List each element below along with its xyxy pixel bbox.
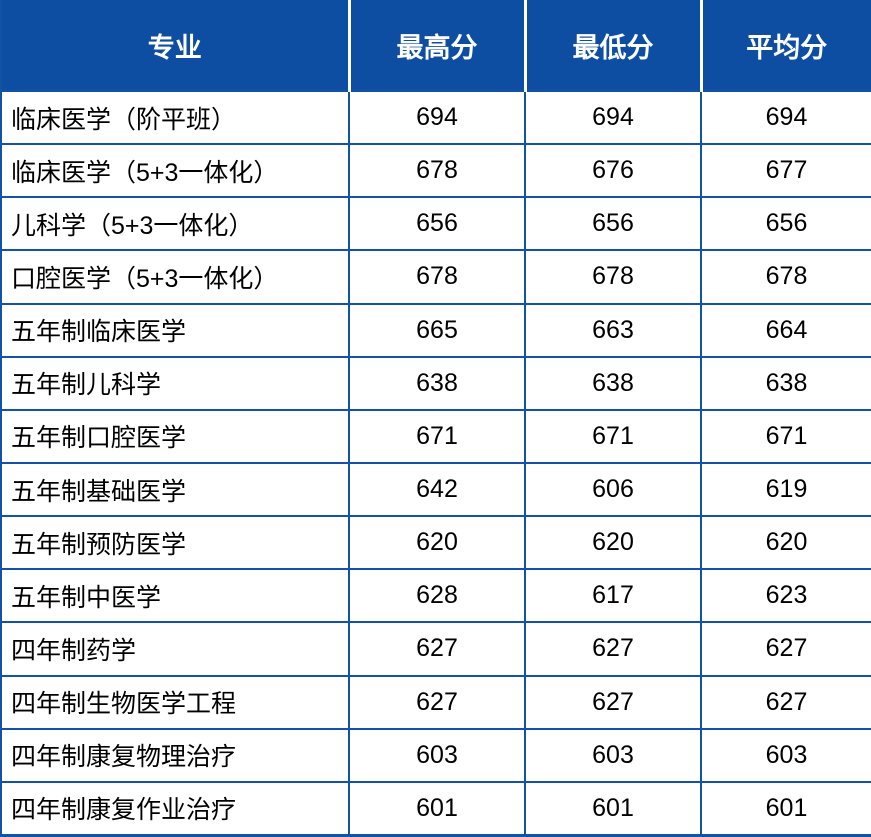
max-score-cell: 642 (348, 461, 526, 518)
major-cell: 口腔医学（5+3一体化） (0, 249, 350, 305)
max-score-cell: 678 (348, 143, 526, 199)
major-cell: 五年制基础医学 (0, 461, 350, 518)
min-score-cell: 638 (524, 355, 702, 411)
min-score-cell: 656 (524, 196, 702, 252)
table-row: 五年制口腔医学 671 671 671 (0, 408, 871, 464)
avg-score-cell: 601 (700, 780, 871, 837)
major-cell: 五年制中医学 (0, 568, 350, 624)
min-score-cell: 627 (524, 674, 702, 730)
min-score-cell: 606 (524, 461, 702, 518)
min-score-cell: 627 (524, 621, 702, 677)
major-cell: 儿科学（5+3一体化） (0, 196, 350, 252)
major-cell: 四年制康复物理治疗 (0, 727, 350, 783)
avg-score-cell: 671 (700, 408, 871, 464)
max-score-cell: 671 (348, 408, 526, 464)
avg-score-cell: 623 (700, 568, 871, 624)
major-cell: 五年制儿科学 (0, 355, 350, 411)
min-score-cell: 678 (524, 249, 702, 305)
header-cell-avg-score: 平均分 (699, 0, 871, 91)
max-score-cell: 638 (348, 355, 526, 411)
max-score-cell: 627 (348, 674, 526, 730)
avg-score-cell: 619 (700, 461, 871, 518)
major-cell: 四年制药学 (0, 621, 350, 677)
max-score-cell: 678 (348, 249, 526, 305)
major-cell: 五年制临床医学 (0, 302, 350, 358)
table-row: 四年制康复物理治疗 603 603 603 (0, 727, 871, 783)
header-cell-major: 专业 (1, 0, 349, 91)
avg-score-cell: 620 (700, 515, 871, 571)
header-cell-min-score: 最低分 (523, 0, 701, 91)
max-score-cell: 627 (348, 621, 526, 677)
min-score-cell: 603 (524, 727, 702, 783)
max-score-cell: 656 (348, 196, 526, 252)
table-row: 四年制生物医学工程 627 627 627 (0, 674, 871, 730)
table-header-row: 专业 最高分 最低分 平均分 (1, 0, 871, 91)
table-row: 五年制中医学 628 617 623 (0, 568, 871, 624)
min-score-cell: 620 (524, 515, 702, 571)
max-score-cell: 665 (348, 302, 526, 358)
major-cell: 五年制预防医学 (0, 515, 350, 571)
min-score-cell: 676 (524, 143, 702, 199)
min-score-cell: 617 (524, 568, 702, 624)
avg-score-cell: 627 (700, 674, 871, 730)
min-score-cell: 601 (524, 780, 702, 837)
major-cell: 四年制生物医学工程 (0, 674, 350, 730)
major-cell: 临床医学（阶平班） (0, 89, 350, 146)
major-cell: 五年制口腔医学 (0, 408, 350, 464)
table-row: 临床医学（阶平班） 694 694 694 (0, 89, 871, 146)
max-score-cell: 603 (348, 727, 526, 783)
avg-score-cell: 664 (700, 302, 871, 358)
min-score-cell: 663 (524, 302, 702, 358)
table-row: 五年制儿科学 638 638 638 (0, 355, 871, 411)
table-row: 四年制药学 627 627 627 (0, 621, 871, 677)
avg-score-cell: 678 (700, 249, 871, 305)
table-row: 五年制预防医学 620 620 620 (0, 515, 871, 571)
max-score-cell: 694 (348, 89, 526, 146)
max-score-cell: 628 (348, 568, 526, 624)
min-score-cell: 671 (524, 408, 702, 464)
max-score-cell: 620 (348, 515, 526, 571)
table-row: 四年制康复作业治疗 601 601 601 (0, 780, 871, 837)
table-row: 五年制临床医学 665 663 664 (0, 302, 871, 358)
avg-score-cell: 638 (700, 355, 871, 411)
avg-score-cell: 694 (700, 89, 871, 146)
table-row: 口腔医学（5+3一体化） 678 678 678 (0, 249, 871, 305)
table-row: 儿科学（5+3一体化） 656 656 656 (0, 196, 871, 252)
max-score-cell: 601 (348, 780, 526, 837)
major-cell: 临床医学（5+3一体化） (0, 143, 350, 199)
major-cell: 四年制康复作业治疗 (0, 780, 350, 837)
avg-score-cell: 627 (700, 621, 871, 677)
avg-score-cell: 656 (700, 196, 871, 252)
min-score-cell: 694 (524, 89, 702, 146)
avg-score-cell: 603 (700, 727, 871, 783)
table-row: 五年制基础医学 642 606 619 (0, 461, 871, 518)
avg-score-cell: 677 (700, 143, 871, 199)
table-row: 临床医学（5+3一体化） 678 676 677 (0, 143, 871, 199)
header-cell-max-score: 最高分 (347, 0, 525, 91)
